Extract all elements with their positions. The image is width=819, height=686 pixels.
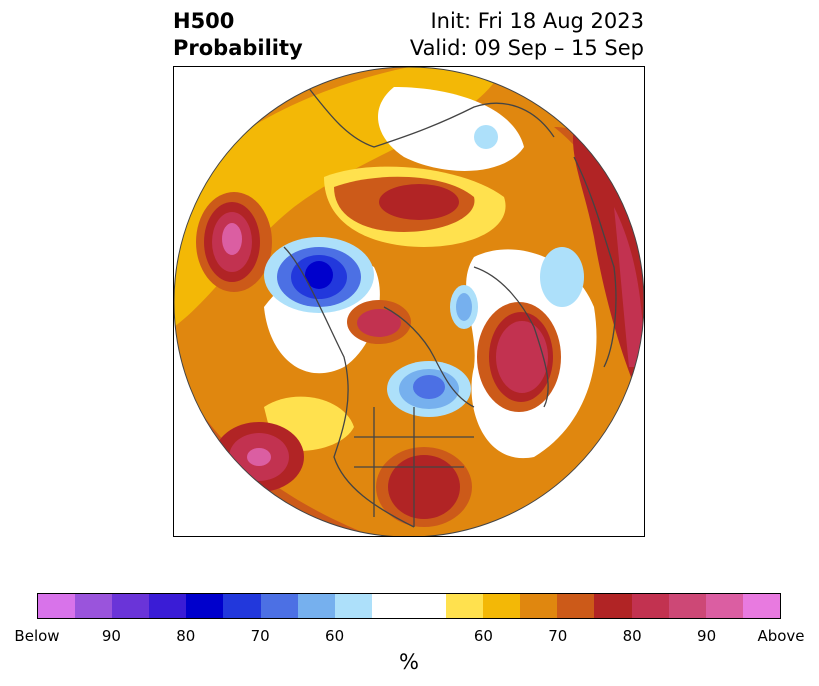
- colorbar-segment: [223, 594, 261, 618]
- colorbar-segment: [75, 594, 113, 618]
- colorbar-tick-label: 90: [697, 627, 717, 645]
- title-variable: H500: [173, 9, 235, 33]
- probability-map: [174, 67, 644, 536]
- colorbar-tick-label: 60: [473, 627, 493, 645]
- anomaly-above-90-southwest: [247, 448, 271, 466]
- anomaly-above-85-east-edge: [614, 207, 644, 367]
- colorbar-segment: [149, 594, 187, 618]
- colorbar-tick-label: 70: [548, 627, 568, 645]
- colorbar-segment: [408, 594, 447, 618]
- colorbar-segment: [334, 594, 372, 618]
- colorbar-segment: [260, 594, 298, 618]
- valid-range: Valid: 09 Sep – 15 Sep: [409, 36, 644, 60]
- title-right: Init: Fri 18 Aug 2023 Valid: 09 Sep – 15…: [410, 8, 644, 62]
- map-panel[interactable]: [173, 66, 645, 537]
- colorbar-tick-label: 80: [622, 627, 642, 645]
- anomaly-below-60-scandinavia: [540, 247, 584, 307]
- colorbar: [37, 593, 781, 619]
- colorbar-tick-label: 90: [101, 627, 121, 645]
- colorbar-segment: [594, 594, 632, 618]
- colorbar-tick-label: Below: [14, 627, 60, 645]
- colorbar-segment: [112, 594, 150, 618]
- anomaly-below-90-canada: [305, 261, 333, 289]
- colorbar-tick-label: 60: [325, 627, 345, 645]
- anomaly-above-80-siberia: [379, 184, 459, 220]
- coastlines: [283, 81, 617, 528]
- colorbar-segment: [186, 594, 224, 618]
- colorbar-segment: [371, 594, 409, 618]
- colorbar-tick-label: Above: [757, 627, 805, 645]
- colorbar-segment: [705, 594, 743, 618]
- colorbar-segment: [520, 594, 558, 618]
- anomaly-below-65-greenland: [456, 293, 472, 321]
- anomaly-above-90-pacific: [222, 223, 242, 255]
- colorbar-segment: [38, 594, 76, 618]
- anomaly-above-85-arctic: [357, 309, 401, 337]
- anomaly-below-60-north: [474, 125, 498, 149]
- init-date: Init: Fri 18 Aug 2023: [430, 9, 644, 33]
- title-type: Probability: [173, 36, 303, 60]
- title-left: H500 Probability: [173, 8, 303, 62]
- colorbar-segment: [742, 594, 780, 618]
- colorbar-segment: [446, 594, 484, 618]
- colorbar-segment: [668, 594, 706, 618]
- colorbar-tick-label: 70: [250, 627, 270, 645]
- colorbar-segment: [631, 594, 669, 618]
- anomaly-above-85-europe: [496, 321, 548, 393]
- anomaly-above-80-us: [388, 455, 460, 519]
- colorbar-segment: [297, 594, 335, 618]
- colorbar-unit-label: %: [399, 650, 419, 674]
- neutral-north: [377, 87, 524, 171]
- colorbar-segment: [483, 594, 521, 618]
- anomaly-below-70-atlantic: [413, 375, 445, 399]
- colorbar-segment: [557, 594, 595, 618]
- colorbar-tick-label: 80: [176, 627, 196, 645]
